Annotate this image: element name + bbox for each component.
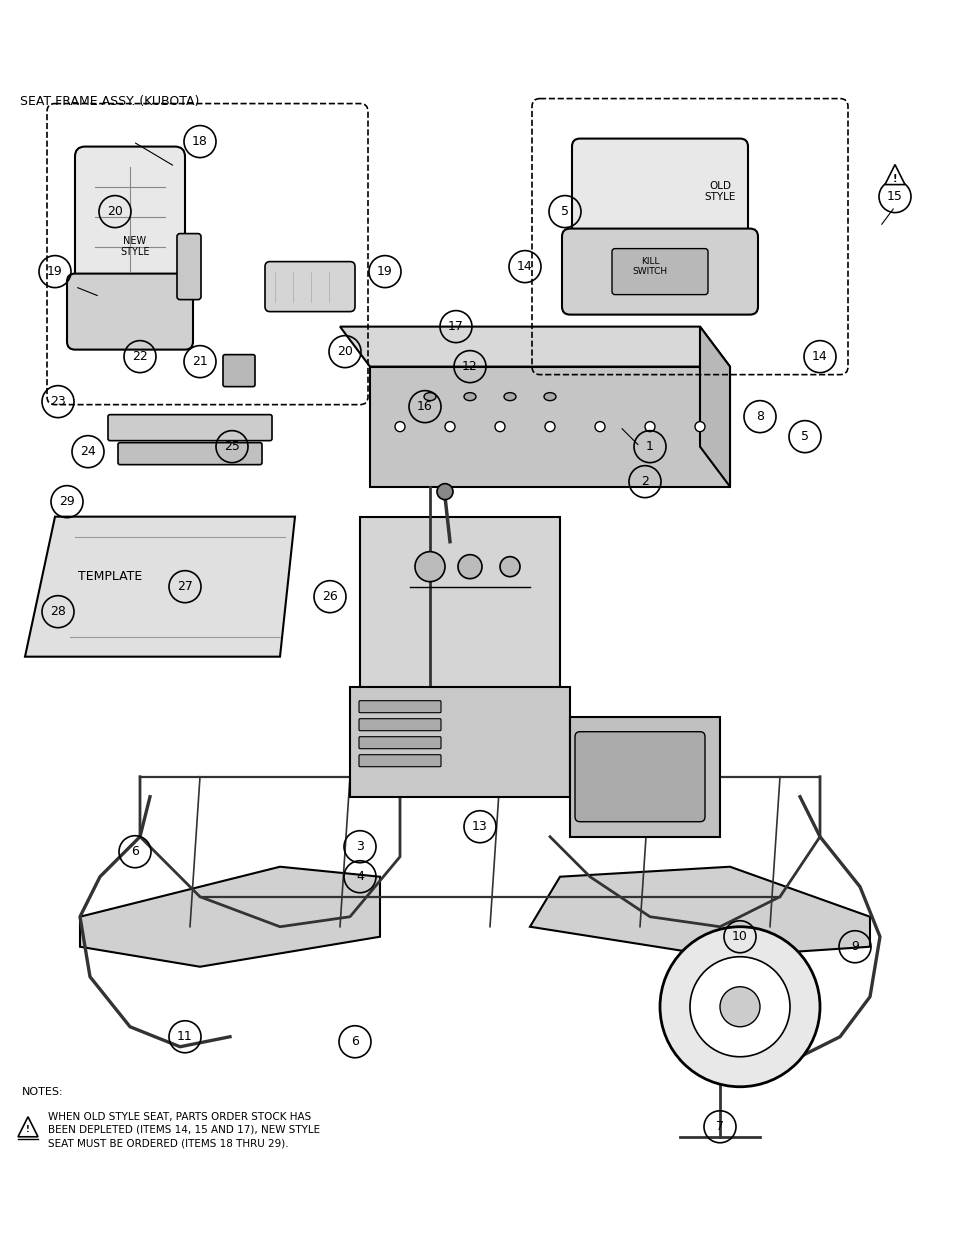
- Text: 24: 24: [80, 445, 95, 458]
- Text: 1: 1: [645, 440, 653, 453]
- Text: 4: 4: [355, 871, 363, 883]
- Ellipse shape: [503, 393, 516, 400]
- FancyBboxPatch shape: [561, 228, 758, 315]
- FancyBboxPatch shape: [358, 719, 440, 731]
- Text: 9: 9: [850, 940, 858, 953]
- Polygon shape: [569, 716, 720, 837]
- Text: 21: 21: [192, 356, 208, 368]
- Text: 16: 16: [416, 400, 433, 414]
- FancyBboxPatch shape: [75, 147, 185, 296]
- FancyBboxPatch shape: [108, 415, 272, 441]
- Ellipse shape: [423, 393, 436, 400]
- Polygon shape: [370, 367, 729, 487]
- Text: HTX-44K  RIDE-ON TROWEL —  SEAT FRAME  ASSY.  (KUBOTA): HTX-44K RIDE-ON TROWEL — SEAT FRAME ASSY…: [119, 28, 834, 48]
- Text: !: !: [26, 1125, 30, 1134]
- Text: 27: 27: [177, 580, 193, 593]
- Text: PAGE 44 — HTX-44K/Y RIDE-ON TROWEL — PARTS  MANUAL — REV. #18 (08/28/12): PAGE 44 — HTX-44K/Y RIDE-ON TROWEL — PAR…: [155, 1195, 798, 1210]
- Polygon shape: [339, 326, 729, 367]
- Circle shape: [659, 926, 820, 1087]
- Text: 19: 19: [376, 266, 393, 278]
- Circle shape: [395, 421, 405, 432]
- Text: 20: 20: [336, 345, 353, 358]
- Text: 5: 5: [801, 430, 808, 443]
- Circle shape: [495, 421, 504, 432]
- Text: 26: 26: [322, 590, 337, 603]
- Circle shape: [444, 421, 455, 432]
- FancyBboxPatch shape: [358, 700, 440, 713]
- Text: 25: 25: [224, 440, 240, 453]
- Circle shape: [644, 421, 655, 432]
- Text: 20: 20: [107, 205, 123, 219]
- Text: 22: 22: [132, 351, 148, 363]
- Circle shape: [415, 552, 444, 582]
- Text: 6: 6: [131, 845, 139, 858]
- Text: !: !: [892, 174, 897, 184]
- Circle shape: [457, 555, 481, 579]
- Text: 11: 11: [177, 1030, 193, 1044]
- Circle shape: [544, 421, 555, 432]
- Text: 12: 12: [461, 361, 477, 373]
- Text: 28: 28: [50, 605, 66, 619]
- Polygon shape: [25, 516, 294, 657]
- Circle shape: [499, 557, 519, 577]
- FancyBboxPatch shape: [118, 442, 262, 464]
- Text: 5: 5: [560, 205, 568, 219]
- FancyBboxPatch shape: [612, 248, 707, 295]
- Text: 10: 10: [731, 930, 747, 944]
- Polygon shape: [700, 326, 729, 487]
- Circle shape: [595, 421, 604, 432]
- Ellipse shape: [463, 393, 476, 400]
- Text: 29: 29: [59, 495, 74, 508]
- Text: 8: 8: [755, 410, 763, 424]
- Circle shape: [436, 484, 453, 500]
- Text: 17: 17: [448, 320, 463, 333]
- Text: 19: 19: [47, 266, 63, 278]
- Text: NOTES:: NOTES:: [22, 1087, 64, 1097]
- Text: 13: 13: [472, 820, 487, 834]
- Circle shape: [720, 987, 760, 1026]
- Polygon shape: [350, 687, 569, 797]
- Ellipse shape: [543, 393, 556, 400]
- Text: 14: 14: [517, 261, 533, 273]
- Text: 6: 6: [351, 1035, 358, 1049]
- Polygon shape: [530, 867, 869, 957]
- FancyBboxPatch shape: [223, 354, 254, 387]
- FancyBboxPatch shape: [572, 138, 747, 264]
- FancyBboxPatch shape: [265, 262, 355, 311]
- Text: 14: 14: [811, 351, 827, 363]
- FancyBboxPatch shape: [358, 755, 440, 767]
- Polygon shape: [18, 1116, 38, 1136]
- Polygon shape: [884, 164, 904, 184]
- FancyBboxPatch shape: [575, 731, 704, 821]
- Text: TEMPLATE: TEMPLATE: [78, 571, 142, 583]
- Text: 3: 3: [355, 840, 363, 853]
- Text: OLD
STYLE: OLD STYLE: [703, 180, 735, 203]
- FancyBboxPatch shape: [67, 274, 193, 350]
- Circle shape: [689, 957, 789, 1057]
- Text: 23: 23: [51, 395, 66, 408]
- Text: NEW
STYLE: NEW STYLE: [120, 236, 150, 257]
- Polygon shape: [80, 867, 379, 967]
- Text: SEAT FRAME ASSY. (KUBOTA): SEAT FRAME ASSY. (KUBOTA): [20, 95, 199, 107]
- Circle shape: [695, 421, 704, 432]
- Text: 7: 7: [716, 1120, 723, 1134]
- Text: 2: 2: [640, 475, 648, 488]
- Text: 15: 15: [886, 190, 902, 203]
- Text: 18: 18: [192, 135, 208, 148]
- FancyBboxPatch shape: [358, 737, 440, 748]
- Text: WHEN OLD STYLE SEAT, PARTS ORDER STOCK HAS
BEEN DEPLETED (ITEMS 14, 15 AND 17), : WHEN OLD STYLE SEAT, PARTS ORDER STOCK H…: [48, 1112, 320, 1149]
- Polygon shape: [359, 516, 559, 692]
- Text: KILL
SWITCH: KILL SWITCH: [632, 257, 667, 277]
- FancyBboxPatch shape: [177, 233, 201, 300]
